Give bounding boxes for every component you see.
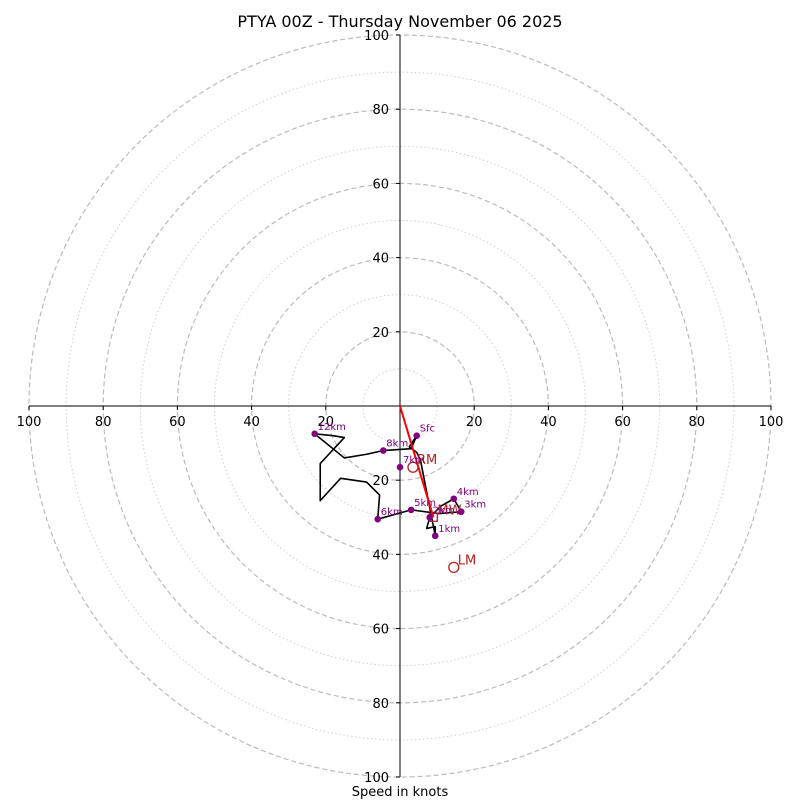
height-marker-sfc xyxy=(413,432,420,439)
storm-label-lm: LM xyxy=(458,553,476,568)
height-label-2km: 2km xyxy=(433,505,455,516)
height-marker-5km xyxy=(407,506,415,514)
x-axis-label: Speed in knots xyxy=(352,785,449,800)
y-tick-label: 40 xyxy=(372,548,389,563)
x-tick-label: 20 xyxy=(318,415,335,430)
y-tick-label: 80 xyxy=(372,697,389,712)
height-label-4km: 4km xyxy=(457,487,479,498)
height-label-sfc: Sfc xyxy=(420,424,435,435)
y-tick-label: 60 xyxy=(372,177,389,192)
y-tick-label: 100 xyxy=(364,29,389,44)
y-tick-label: 40 xyxy=(372,252,389,267)
height-marker-7km xyxy=(396,463,404,471)
chart-title: PTYA 00Z - Thursday November 06 2025 xyxy=(237,12,562,31)
tick-labels: 100 80 60 40 20 20 40 60 80 100 100 80 60 40 20 20 40 60 8… xyxy=(17,29,784,786)
storm-marker-lm xyxy=(448,561,460,574)
height-marker-6km xyxy=(374,515,382,523)
height-label-5km: 5km xyxy=(414,498,436,509)
x-tick-label: 20 xyxy=(466,415,483,430)
height-markers: Sfc 1km 2km 3km 4km 5km 6km 7km 8km 12km xyxy=(311,422,486,540)
height-marker-8km xyxy=(380,447,387,454)
x-tick-label: 80 xyxy=(95,415,112,430)
storm-label-mw: MW xyxy=(437,503,461,518)
y-tick-label: 80 xyxy=(372,103,389,118)
y-tick-label: 20 xyxy=(372,326,389,341)
storm-motion: RM LM MW xyxy=(399,405,476,574)
x-tick-label: 60 xyxy=(614,415,631,430)
height-marker-3km xyxy=(457,508,465,516)
y-tick-label: 100 xyxy=(364,771,389,786)
y-tick-label: 60 xyxy=(372,623,389,638)
x-tick-label: 40 xyxy=(540,415,557,430)
height-label-1km: 1km xyxy=(438,524,460,535)
height-marker-1km xyxy=(431,532,439,540)
x-tick-label: 80 xyxy=(689,415,706,430)
storm-marker-rm xyxy=(407,461,419,473)
storm-label-rm: RM xyxy=(417,453,437,468)
height-label-3km: 3km xyxy=(464,500,486,511)
x-tick-label: 100 xyxy=(17,415,42,430)
x-tick-label: 40 xyxy=(243,415,260,430)
height-marker-12km xyxy=(311,430,318,438)
height-label-7km: 7km xyxy=(403,455,425,466)
height-label-8km: 8km xyxy=(386,439,408,450)
x-tick-label: 100 xyxy=(759,415,784,430)
height-label-12km: 12km xyxy=(318,422,346,433)
height-marker-4km xyxy=(450,495,458,503)
height-marker-2km xyxy=(426,514,433,521)
y-tick-label: 20 xyxy=(372,474,389,489)
storm-motion-line xyxy=(399,405,435,518)
x-tick-label: 60 xyxy=(169,415,186,430)
height-label-6km: 6km xyxy=(381,507,403,518)
